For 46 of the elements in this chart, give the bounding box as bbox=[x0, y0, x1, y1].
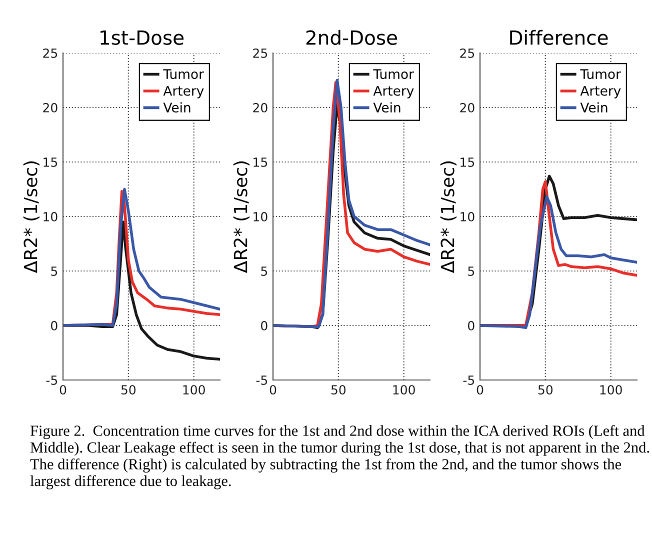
y-tick-label: 0 bbox=[51, 320, 58, 330]
y-tick-label: 15 bbox=[254, 158, 268, 167]
y-tick-label: 25 bbox=[460, 48, 474, 58]
x-tick-label: 100 bbox=[600, 385, 622, 395]
y-tick-label: 20 bbox=[43, 102, 58, 112]
y-tick-label: 5 bbox=[468, 266, 474, 276]
legend-label: Tumor bbox=[580, 69, 621, 80]
legend-label: Tumor bbox=[373, 69, 414, 80]
chart-title: 2nd-Dose bbox=[306, 30, 397, 45]
x-tick-label: 0 bbox=[476, 385, 484, 395]
y-tick-label: 15 bbox=[460, 158, 474, 167]
x-tick-label: 0 bbox=[270, 385, 276, 395]
y-tick-label: 5 bbox=[51, 266, 58, 276]
legend-label: Artery bbox=[373, 86, 414, 98]
x-tick-label: 50 bbox=[331, 385, 346, 395]
y-axis-title: ΔR2* (1/sec) bbox=[233, 161, 250, 273]
y-tick-label: 20 bbox=[253, 102, 268, 112]
legend-label: Artery bbox=[580, 86, 621, 98]
y-tick-label: 5 bbox=[261, 266, 268, 276]
x-tick-label: 100 bbox=[393, 385, 415, 395]
y-tick-label: 10 bbox=[44, 212, 58, 222]
legend-label: Vein bbox=[163, 102, 190, 113]
x-tick-label: 50 bbox=[121, 385, 136, 395]
x-tick-label: 100 bbox=[183, 385, 205, 395]
legend-label: Artery bbox=[163, 86, 204, 98]
y-tick-label: 25 bbox=[43, 48, 58, 58]
chart-title: 1st-Dose bbox=[100, 30, 184, 45]
legend-label: Vein bbox=[373, 102, 400, 113]
y-tick-label: 0 bbox=[468, 320, 474, 330]
y-tick-label: 10 bbox=[460, 212, 474, 222]
y-axis-title: ΔR2* (1/sec) bbox=[23, 161, 40, 273]
y-tick-label: 15 bbox=[44, 158, 58, 167]
legend-label: Tumor bbox=[163, 69, 204, 80]
y-tick-label: 20 bbox=[460, 102, 474, 112]
chart-title: Difference bbox=[510, 30, 608, 45]
y-tick-label: 25 bbox=[253, 48, 268, 58]
y-tick-label: 10 bbox=[254, 212, 268, 222]
y-tick-label: -5 bbox=[463, 376, 474, 385]
y-tick-label: 0 bbox=[261, 320, 268, 330]
legend-label: Vein bbox=[580, 102, 608, 113]
caption: Figure 2. Concentration time curves for the 1st and 2nd dose within the ICA derived ROIs (Left and Middle). Clear Leakage effect is seen in the tumor during the 1st dose, that is not apparent in the 2nd. The difference (Right) is calculated by subtracting the 1st from the 2nd, and the tumor shows the largest difference due to leakage. bbox=[30, 425, 649, 490]
x-tick-label: 50 bbox=[538, 385, 553, 395]
y-tick-label: -5 bbox=[256, 376, 268, 385]
x-tick-label: 0 bbox=[60, 385, 66, 395]
y-tick-label: -5 bbox=[46, 376, 58, 385]
y-axis-title: ΔR2* (1/sec) bbox=[440, 161, 456, 273]
